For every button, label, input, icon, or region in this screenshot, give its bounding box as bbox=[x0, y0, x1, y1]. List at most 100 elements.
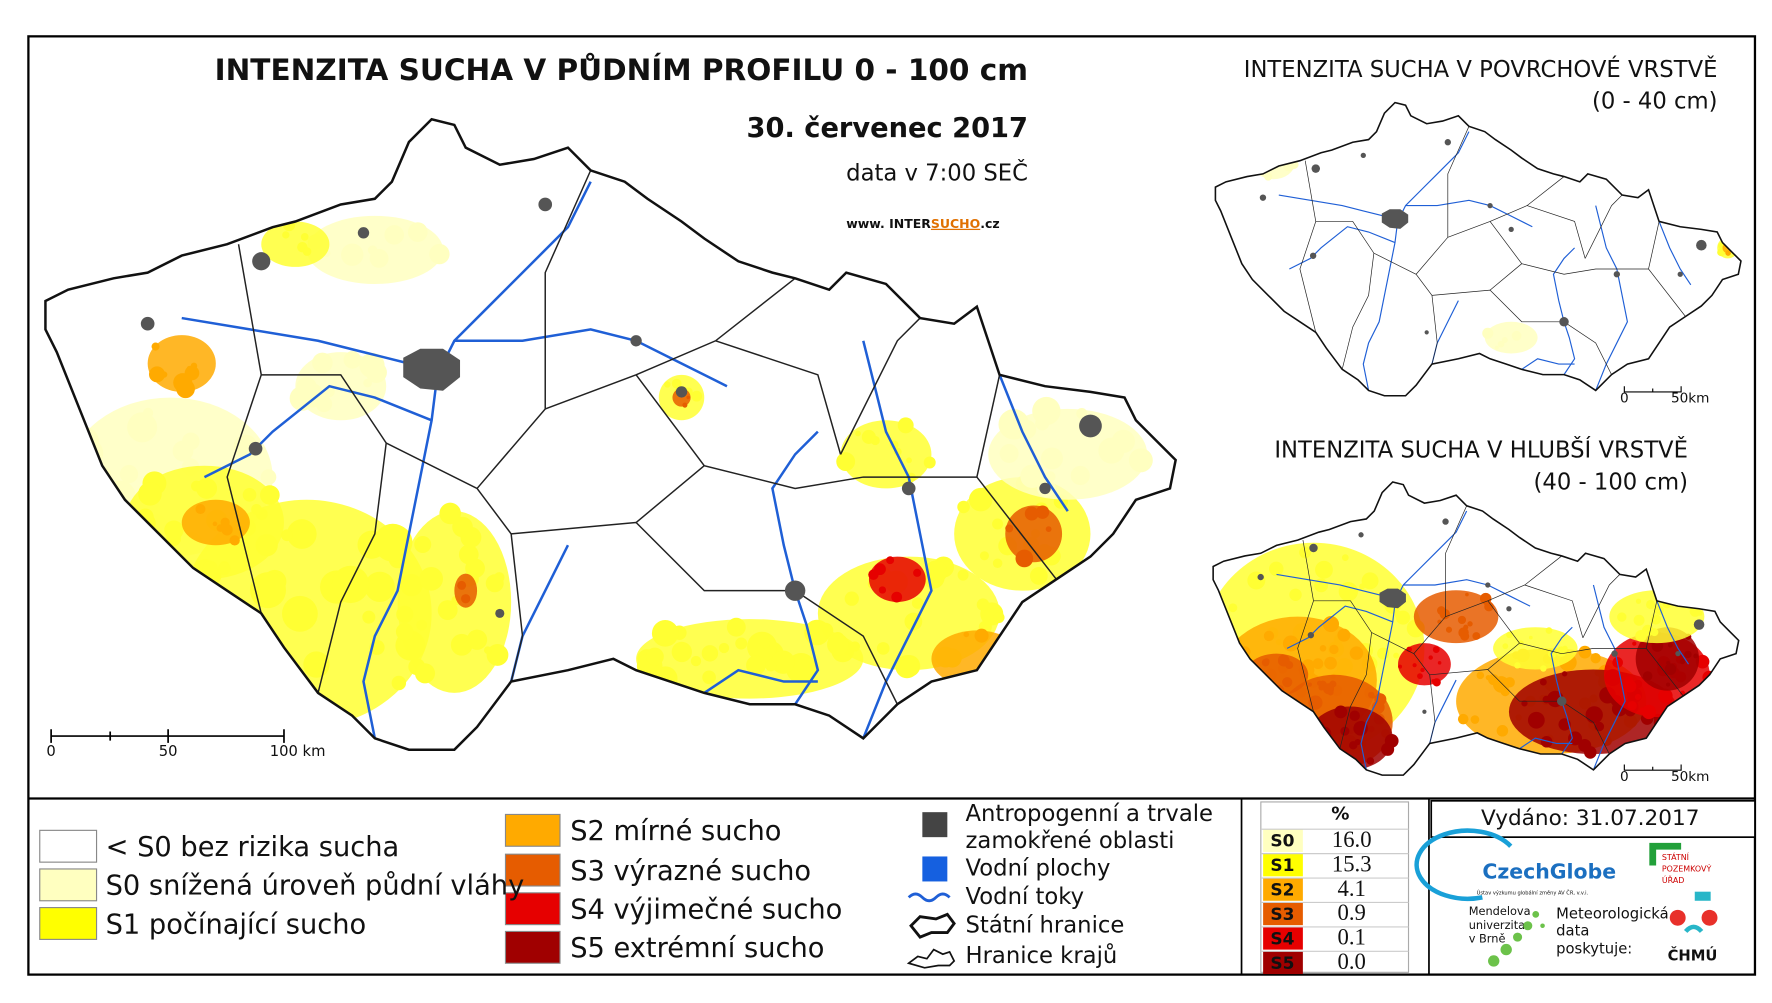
drought-speck bbox=[1319, 645, 1327, 652]
drought-speck bbox=[373, 523, 412, 562]
drought-speck bbox=[395, 623, 414, 641]
scale-label: 0 bbox=[1620, 769, 1629, 785]
scale-label: 50km bbox=[1671, 769, 1710, 785]
drought-speck bbox=[196, 477, 218, 499]
drought-speck bbox=[844, 591, 859, 606]
website: www. INTERSUCHO.cz bbox=[846, 215, 999, 230]
scale-label: 0 bbox=[46, 743, 55, 760]
mendel-text: univerzita bbox=[1469, 918, 1525, 932]
percent: 0.9 bbox=[1338, 900, 1366, 925]
drought-speck bbox=[746, 655, 766, 676]
drought-speck bbox=[127, 412, 158, 443]
drought-speck bbox=[249, 572, 287, 609]
drought-speck bbox=[1556, 646, 1567, 657]
drought-speck bbox=[1482, 327, 1494, 339]
drought-speck bbox=[260, 485, 280, 505]
drought-speck bbox=[1460, 631, 1470, 641]
drought-speck bbox=[229, 535, 240, 546]
drought-speck bbox=[1642, 671, 1653, 681]
drought-speck bbox=[686, 395, 691, 400]
spu-text: POZEMKOVÝ bbox=[1662, 862, 1712, 873]
czechglobe-logo: CzechGlobe bbox=[1482, 859, 1616, 883]
drought-speck bbox=[439, 502, 461, 525]
drought-speck bbox=[221, 524, 233, 536]
drought-speck bbox=[1632, 641, 1637, 646]
drought-speck bbox=[1542, 695, 1551, 704]
drought-speck bbox=[1076, 407, 1088, 419]
drought-speck bbox=[1396, 610, 1411, 625]
drought-speck bbox=[414, 663, 436, 684]
mendel-text: Mendelova bbox=[1469, 904, 1531, 918]
drought-speck bbox=[1278, 654, 1289, 666]
drought-speck bbox=[1585, 706, 1603, 724]
drought-speck bbox=[1650, 614, 1661, 625]
drought-zone bbox=[1493, 627, 1578, 670]
drought-speck bbox=[1040, 447, 1063, 470]
drought-speck bbox=[419, 567, 444, 591]
data-time: data v 7:00 SEČ bbox=[846, 158, 1028, 186]
drought-speck bbox=[119, 464, 139, 484]
drought-speck bbox=[1540, 735, 1553, 748]
drought-speck bbox=[414, 535, 432, 553]
drought-speck bbox=[1578, 645, 1592, 659]
class-code: S3 bbox=[1270, 905, 1294, 925]
drought-speck bbox=[1445, 626, 1453, 633]
legend-label: Antropogenní a trvale bbox=[966, 801, 1214, 827]
legend-label: < S0 bez rizika sucha bbox=[106, 832, 400, 863]
drought-speck bbox=[362, 610, 376, 624]
drought-speck bbox=[1457, 713, 1469, 725]
drought-speck bbox=[1308, 695, 1323, 710]
spu-text: STÁTNÍ bbox=[1662, 851, 1690, 862]
drought-speck bbox=[1340, 726, 1350, 736]
drought-speck bbox=[1635, 598, 1642, 604]
drought-speck bbox=[718, 642, 730, 654]
drought-speck bbox=[1693, 653, 1699, 659]
drought-speck bbox=[1540, 665, 1547, 672]
drought-speck bbox=[1307, 682, 1312, 687]
drought-speck bbox=[1665, 682, 1671, 687]
class-code: S2 bbox=[1270, 881, 1294, 901]
mendel-dots bbox=[1488, 910, 1545, 967]
drought-speck bbox=[1045, 526, 1052, 533]
drought-speck bbox=[895, 655, 919, 679]
drought-speck bbox=[1269, 561, 1284, 577]
drought-speck bbox=[1539, 678, 1547, 686]
drought-zone bbox=[1005, 505, 1063, 563]
drought-speck bbox=[1679, 658, 1686, 665]
drought-speck bbox=[1559, 718, 1569, 729]
drought-speck bbox=[645, 647, 664, 666]
drought-speck bbox=[1514, 662, 1521, 669]
drought-areas bbox=[68, 215, 1153, 733]
drought-speck bbox=[1641, 704, 1657, 720]
drought-speck bbox=[664, 381, 671, 388]
drought-speck bbox=[1470, 715, 1480, 724]
chmu-text: poskytuje: bbox=[1556, 941, 1632, 958]
drought-speck bbox=[1005, 524, 1014, 533]
drought-speck bbox=[281, 529, 293, 542]
drought-speck bbox=[282, 595, 318, 632]
drought-zone bbox=[1413, 590, 1499, 644]
drought-speck bbox=[963, 631, 970, 638]
drought-speck bbox=[701, 645, 719, 662]
drought-speck bbox=[367, 245, 378, 255]
drought-speck bbox=[458, 544, 479, 565]
drought-speck bbox=[416, 619, 428, 631]
inset-subtitle: (40 - 100 cm) bbox=[1534, 469, 1688, 495]
drought-speck bbox=[1366, 757, 1375, 765]
drought-speck bbox=[202, 560, 218, 576]
mendel-text: v Brně bbox=[1469, 931, 1506, 945]
drought-speck bbox=[384, 225, 404, 245]
drought-speck bbox=[1465, 592, 1469, 597]
drought-speck bbox=[1457, 615, 1467, 625]
river-icon bbox=[907, 892, 951, 903]
drought-speck bbox=[968, 487, 993, 512]
drought-speck bbox=[906, 457, 912, 464]
drought-speck bbox=[1035, 505, 1050, 519]
region-icon bbox=[906, 948, 956, 969]
drought-speck bbox=[1015, 549, 1034, 568]
drought-speck bbox=[429, 243, 450, 265]
drought-speck bbox=[1658, 688, 1673, 704]
drought-speck bbox=[251, 503, 262, 515]
class-code: S0 bbox=[1270, 832, 1294, 852]
